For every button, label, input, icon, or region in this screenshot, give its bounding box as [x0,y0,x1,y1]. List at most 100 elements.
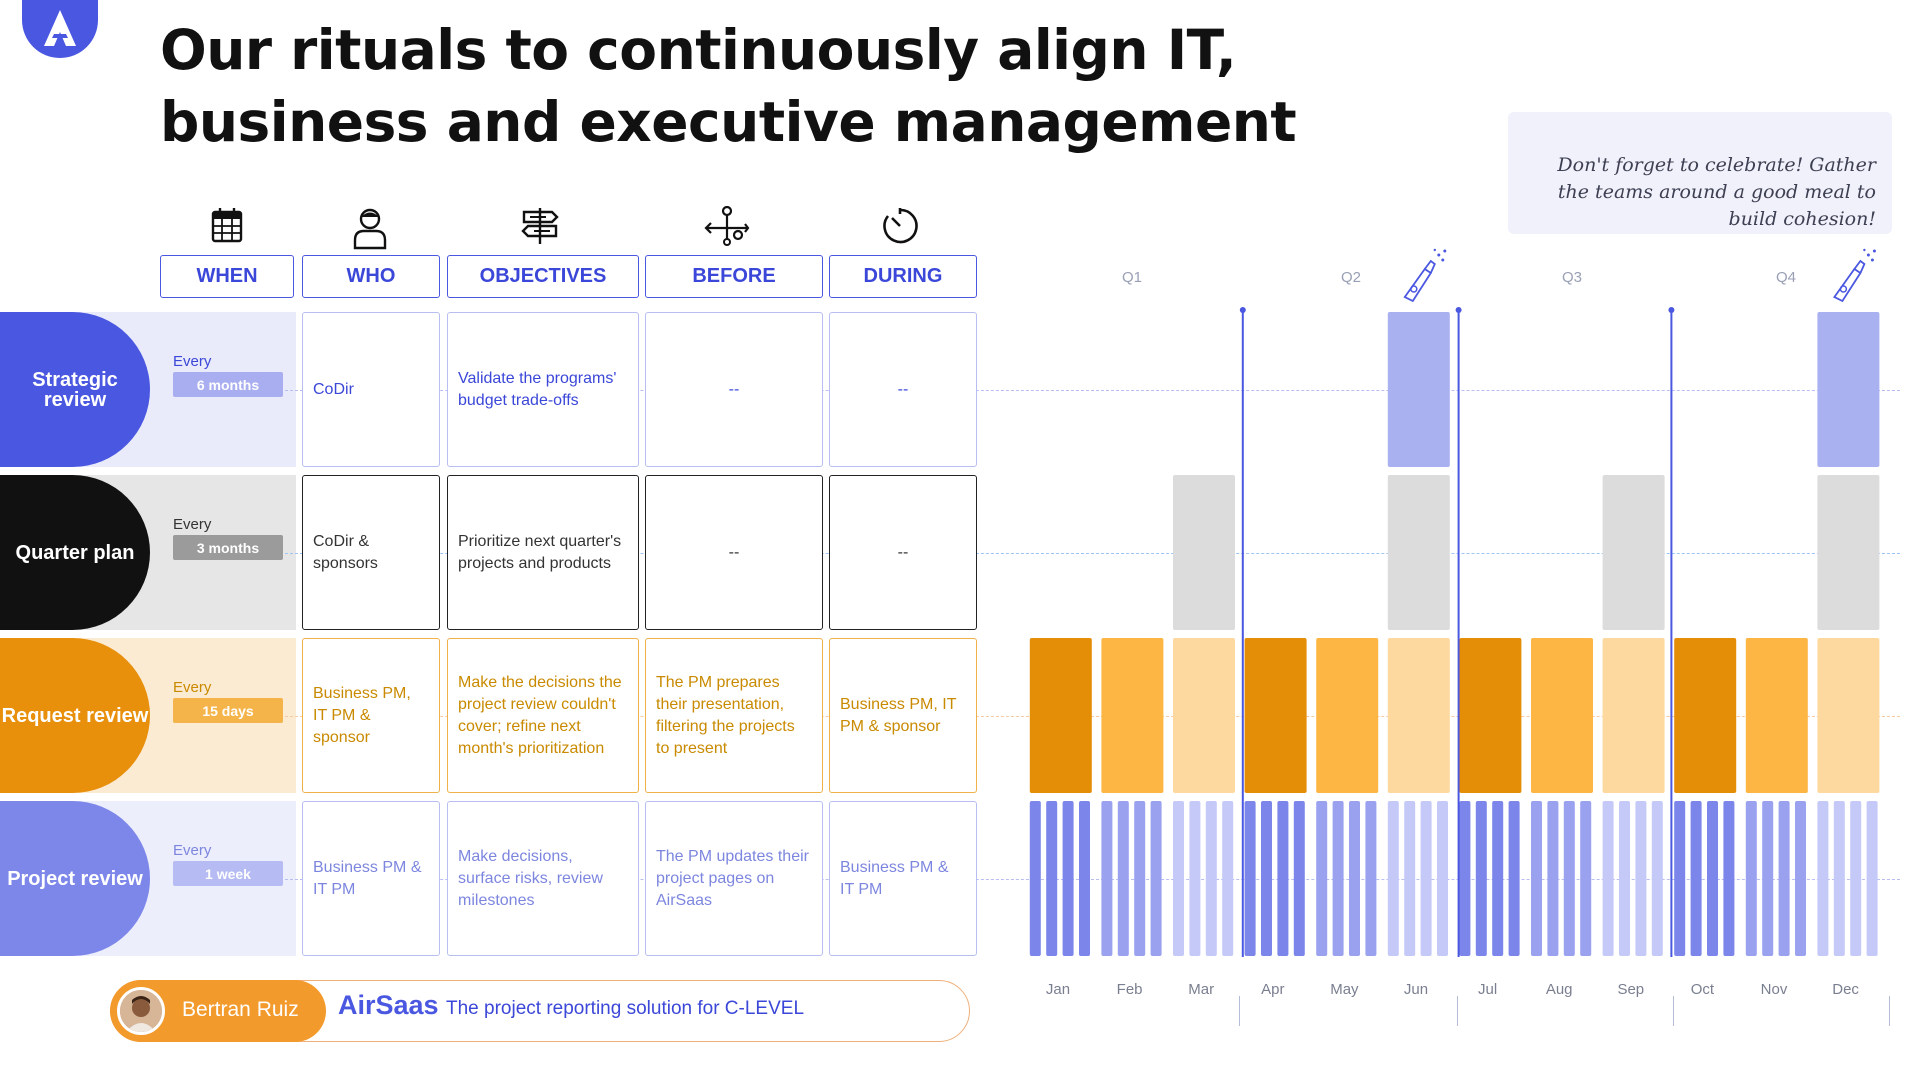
cell-during: -- [829,475,977,630]
project-review-bar [1365,801,1377,956]
ritual-label: Project review [0,801,150,956]
project-review-bar [1387,801,1399,956]
cell-objectives: Make the decisions the project review co… [447,638,639,793]
request-review-bar [1531,638,1593,793]
project-review-bar [1404,801,1416,956]
project-review-bar [1762,801,1774,956]
request-review-bar [1674,638,1737,793]
quarter-boundary-dot [1668,307,1675,313]
project-review-bar [1332,801,1344,956]
ritual-label: Quarter plan [0,475,150,630]
project-review-bar [1492,801,1504,956]
month-label: Jul [1478,981,1498,998]
quarter-tick [1673,996,1674,1026]
project-review-bar [1635,801,1647,956]
project-review-bar [1349,801,1360,956]
airsaas-logo [22,0,98,58]
project-review-bar [1475,801,1487,956]
calendar-icon [211,208,243,243]
quarter-plan-bar [1387,475,1450,630]
project-review-bar [1508,801,1520,956]
request-review-bar [1101,638,1164,793]
month-label: Dec [1832,981,1859,998]
project-review-bar [1850,801,1862,956]
cell-objectives: Make decisions, surface risks, review mi… [447,801,639,956]
quarter-label-q3: Q3 [1562,269,1583,286]
project-review-bar [1150,801,1162,956]
request-review-bar [1244,638,1307,793]
request-review-bar [1173,638,1235,793]
month-label: Jan [1045,981,1071,998]
every-label: Every [173,516,212,533]
cell-before: The PM prepares their presentation, filt… [645,638,823,793]
celebrate-note-text: Don't forget to celebrate! Gather the te… [1557,154,1876,230]
request-review-bar [1316,638,1379,793]
project-review-bar [1723,801,1735,956]
project-review-bar [1690,801,1702,956]
quarter-plan-bar [1602,475,1665,630]
project-review-bar [1205,801,1217,956]
strategic-review-bar [1387,312,1450,467]
cell-objectives: Validate the programs' budget trade-offs [447,312,639,467]
ritual-label: Request review [0,638,150,793]
month-label: Mar [1188,981,1215,998]
cell-before: -- [645,312,823,467]
header-when: WHEN [160,255,294,298]
cell-who: CoDir & sponsors [302,475,440,630]
request-review-bar [1602,638,1665,793]
project-review-bar [1619,801,1630,956]
month-label: Apr [1261,981,1285,998]
celebrate-note: Don't forget to celebrate! Gather the te… [1508,112,1892,234]
page-title: Our rituals to continuously align IT, bu… [160,18,1297,154]
request-review-bar [1459,638,1522,793]
project-review-bar [1101,801,1113,956]
project-review-bar [1316,801,1328,956]
project-review-bar [1707,801,1718,956]
header-during: DURING [829,255,977,298]
project-review-bar [1459,801,1471,956]
cell-before: -- [645,475,823,630]
project-review-bar [1563,801,1575,956]
cell-during: Business PM, IT PM & sponsor [829,638,977,793]
quarter-label-q4: Q4 [1776,269,1797,286]
cell-who: CoDir [302,312,440,467]
ritual-timeline [1029,248,1880,957]
quarter-boundary-dot [1455,307,1462,313]
project-review-bar [1079,801,1090,956]
quarter-tick [1239,996,1240,1026]
project-review-bar [1817,801,1829,956]
brand-name: AirSaas [338,990,439,1020]
project-review-bar [1778,801,1790,956]
project-review-bar [1795,801,1806,956]
cell-during: -- [829,312,977,467]
tagline: The project reporting solution for C-LEV… [446,998,805,1019]
flow-icon [704,206,750,246]
request-review-bar [1745,638,1808,793]
project-review-bar [1173,801,1184,956]
every-label: Every [173,353,212,370]
project-review-bar [1046,801,1058,956]
month-label: May [1330,981,1359,998]
cell-who: Business PM & IT PM [302,801,440,956]
month-label: Sep [1617,981,1645,998]
month-label: Oct [1690,981,1715,998]
signpost-icon [521,208,559,244]
quarter-boundary-dot [1239,307,1246,313]
month-label: Aug [1545,981,1573,998]
request-review-bar [1029,638,1092,793]
project-review-bar [1293,801,1305,956]
project-review-bar [1866,801,1878,956]
cell-during: Business PM & IT PM [829,801,977,956]
project-review-bar [1437,801,1448,956]
quarter-plan-bar [1817,475,1880,630]
project-review-bar [1651,801,1663,956]
month-label: Jun [1403,981,1429,998]
project-review-bar [1531,801,1542,956]
quarter-label-q1: Q1 [1122,269,1143,286]
avatar [117,987,165,1035]
header-who: WHO [302,255,440,298]
person-icon [353,208,387,250]
frequency-pill: 15 days [173,698,283,723]
every-label: Every [173,842,212,859]
header-before: BEFORE [645,255,823,298]
